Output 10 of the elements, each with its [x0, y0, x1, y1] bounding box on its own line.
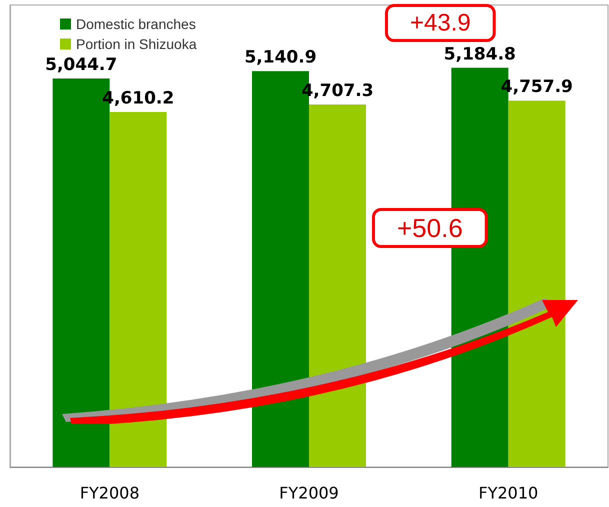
x-tick-label: FY2009: [279, 484, 339, 502]
data-label: 5,140.9: [244, 48, 317, 68]
data-label: 5,184.8: [444, 44, 516, 64]
text: +43.9: [410, 10, 471, 36]
data-label: 5,044.7: [45, 55, 118, 76]
annotation: +50.6: [397, 213, 463, 243]
legend-label: Portion in Shizuoka: [76, 36, 197, 52]
x-tick-label: FY2008: [80, 484, 140, 502]
x-tick-label: FY2010: [478, 484, 538, 502]
legend-label: Domestic branches: [76, 16, 196, 32]
